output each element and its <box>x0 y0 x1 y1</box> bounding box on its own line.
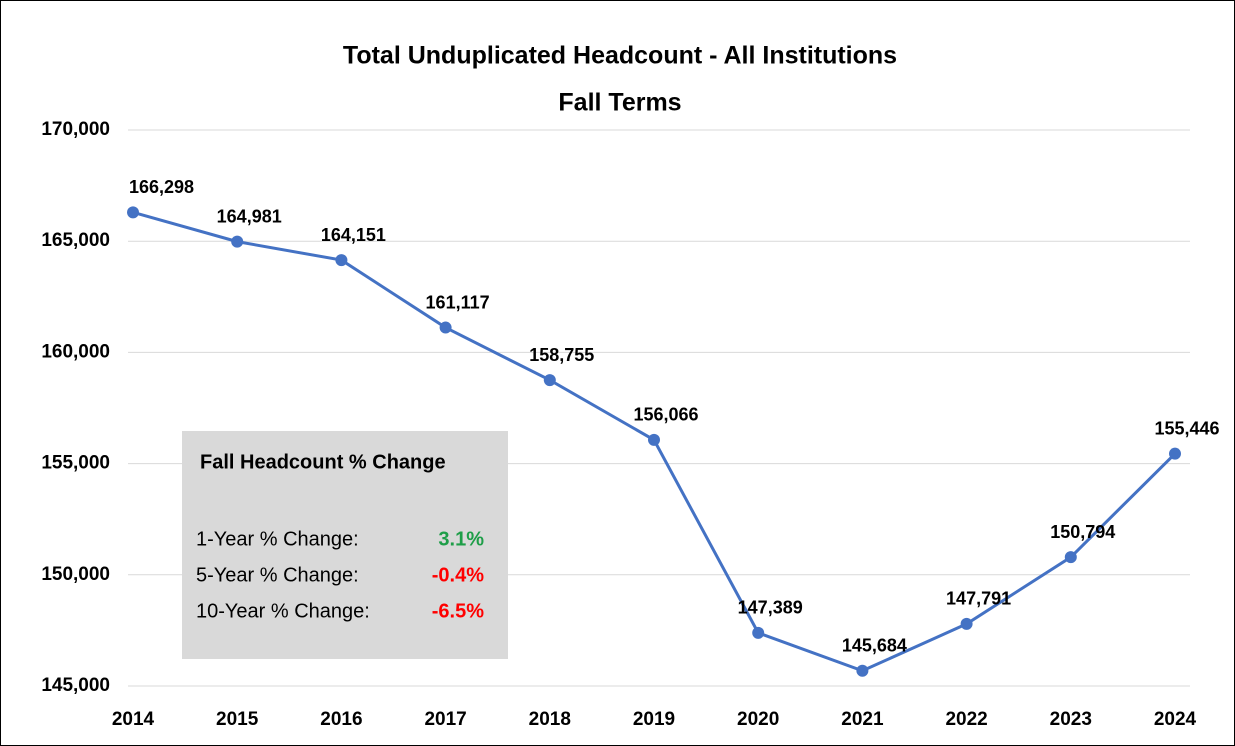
y-tick-label: 150,000 <box>41 564 110 585</box>
chart-title: Total Unduplicated Headcount - All Insti… <box>343 42 897 70</box>
x-tick-label: 2023 <box>1050 709 1092 730</box>
annotation-value: -0.4% <box>432 564 484 586</box>
annotation-title: Fall Headcount % Change <box>200 451 446 473</box>
annotation-label: 10-Year % Change: <box>196 600 370 622</box>
annotation-value: -6.5% <box>432 600 484 622</box>
point <box>439 321 452 334</box>
point <box>127 206 139 219</box>
chart-subtitle: Fall Terms <box>558 89 681 117</box>
point <box>231 235 244 248</box>
data-label: 156,066 <box>633 405 698 425</box>
annotation-value: 3.1% <box>438 528 484 550</box>
annotation-label: 1-Year % Change: <box>196 528 359 550</box>
y-tick-label: 155,000 <box>41 453 110 474</box>
y-tick-label: 145,000 <box>41 675 110 696</box>
point <box>335 254 348 267</box>
point <box>960 617 973 630</box>
point <box>648 433 660 446</box>
x-tick-label: 2024 <box>1154 709 1197 730</box>
x-tick-label: 2017 <box>424 709 466 730</box>
x-tick-label: 2014 <box>112 709 155 730</box>
y-tick-label: 160,000 <box>41 341 110 362</box>
x-tick-label: 2021 <box>841 709 884 730</box>
data-label: 164,981 <box>217 206 282 226</box>
point <box>856 664 869 677</box>
annotation-label: 5-Year % Change: <box>196 564 359 586</box>
data-label: 166,298 <box>129 177 194 197</box>
x-tick-label: 2019 <box>633 709 675 730</box>
data-label: 155,446 <box>1154 418 1219 438</box>
data-label: 147,389 <box>738 598 803 618</box>
x-tick-label: 2016 <box>320 709 362 730</box>
point <box>752 626 765 639</box>
data-label: 147,791 <box>946 589 1011 609</box>
point <box>543 374 556 387</box>
data-label: 150,794 <box>1050 522 1115 542</box>
data-label: 145,684 <box>842 636 907 656</box>
x-tick-label: 2018 <box>529 709 571 730</box>
x-tick-label: 2020 <box>737 709 779 730</box>
x-tick-label: 2022 <box>945 709 987 730</box>
point <box>1169 447 1181 460</box>
y-tick-label: 170,000 <box>41 119 110 140</box>
y-tick-label: 165,000 <box>41 230 110 251</box>
x-tick-label: 2015 <box>216 709 259 730</box>
annotation-box <box>182 431 508 659</box>
data-label: 158,755 <box>529 345 594 365</box>
point <box>1064 551 1077 564</box>
data-label: 161,117 <box>426 292 490 312</box>
data-label: 164,151 <box>321 225 386 245</box>
